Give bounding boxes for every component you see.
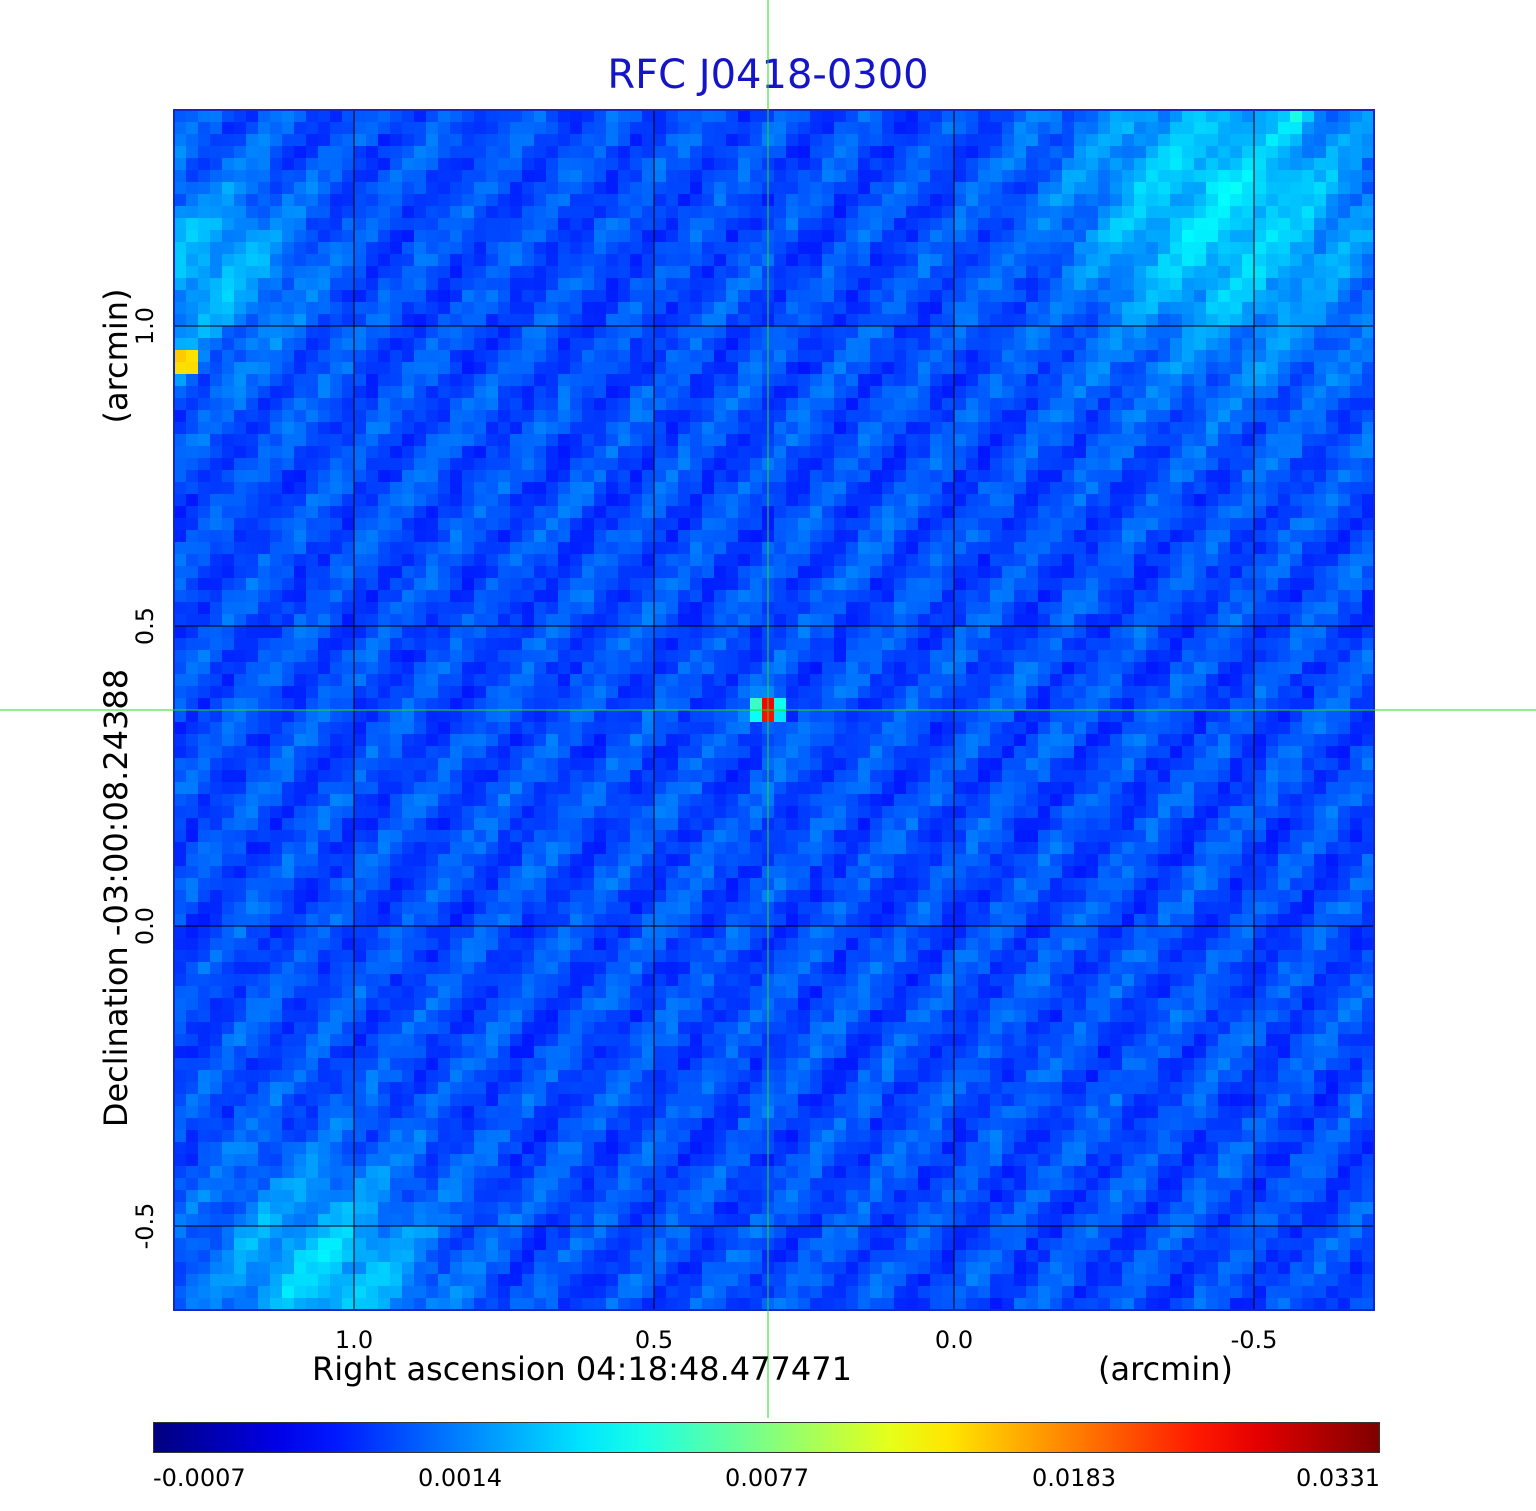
colorbar-tick-label: -0.0007 <box>153 1464 246 1492</box>
colorbar-tick-label: 0.0183 <box>1032 1464 1116 1492</box>
x-tick-label: 1.0 <box>334 1326 374 1354</box>
y-tick-label: 0.0 <box>131 906 159 946</box>
x-tick-label: -0.5 <box>1230 1326 1278 1354</box>
colorbar-tick-label: 0.0077 <box>725 1464 809 1492</box>
y-tick-label: -0.5 <box>131 1202 159 1250</box>
x-axis-label: Right ascension 04:18:48.477471 <box>312 1350 852 1388</box>
crosshair <box>0 0 1536 1418</box>
colorbar <box>153 1422 1380 1453</box>
colorbar-tick-label: 0.0331 <box>1296 1464 1380 1492</box>
colorbar-tick-label: 0.0014 <box>418 1464 502 1492</box>
x-tick-label: 0.5 <box>634 1326 674 1354</box>
y-tick-label: 0.5 <box>131 606 159 646</box>
x-tick-label: 0.0 <box>934 1326 974 1354</box>
y-axis-unit-label: (arcmin) <box>97 288 135 424</box>
sky-image-plot <box>0 0 1536 1418</box>
y-tick-label: 1.0 <box>131 306 159 346</box>
y-axis-label: Declination -03:00:08.24388 <box>97 668 135 1128</box>
x-axis-unit-label: (arcmin) <box>1098 1350 1233 1388</box>
